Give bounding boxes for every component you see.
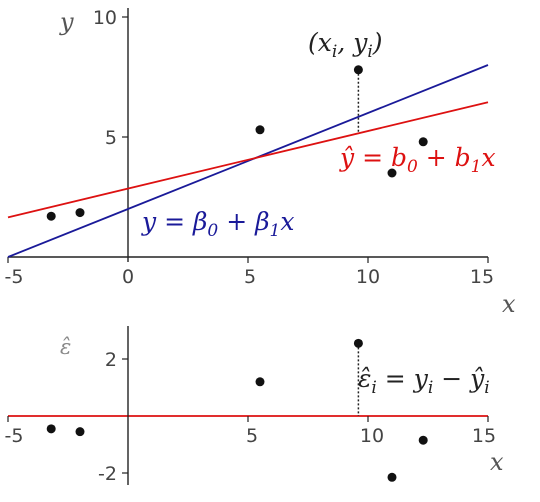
bottom-panel: -5 5 10 15 2 -2 ε̂ x ε̂i = yi − ŷi — [5, 326, 504, 485]
residual-point — [255, 377, 265, 387]
top-y-axis-label: y — [59, 8, 74, 36]
data-point — [75, 208, 85, 218]
fitted-line-label: ŷ = b0 + b1x — [339, 143, 496, 177]
data-point — [46, 211, 56, 221]
residual-point — [418, 435, 428, 445]
data-point — [387, 168, 397, 178]
top-x-tick-label: 10 — [356, 266, 380, 288]
residual-point — [75, 427, 85, 437]
population-regression-line — [7, 64, 489, 258]
data-point — [255, 125, 265, 135]
top-x-tick-label: 5 — [244, 266, 256, 288]
top-x-tick-label: 15 — [470, 266, 494, 288]
residual-point — [46, 424, 56, 434]
top-x-axis-label: x — [502, 290, 516, 318]
residual-points — [46, 338, 428, 482]
data-points — [46, 65, 428, 221]
bottom-x-tick-label: 15 — [472, 425, 496, 447]
true-line-label: y = β0 + β1x — [141, 207, 294, 241]
residual-point — [353, 338, 363, 348]
top-y-tick-label: 10 — [93, 7, 117, 29]
bottom-y-tick-label: 2 — [105, 349, 117, 371]
bottom-x-tick-label: -5 — [5, 425, 24, 447]
bottom-x-axis-label: x — [490, 448, 504, 476]
point-label: (xi, yi) — [308, 28, 383, 62]
residual-formula: ε̂i = yi − ŷi — [358, 364, 490, 398]
residual-point — [387, 472, 397, 482]
top-panel: -5 0 5 10 15 5 10 y x (xi, yi) ŷ = b0 + … — [5, 7, 516, 318]
top-y-tick-label: 5 — [105, 127, 117, 149]
top-x-tick-label: -5 — [5, 266, 24, 288]
bottom-y-tick-label: -2 — [98, 463, 117, 485]
bottom-y-axis-label: ε̂ — [60, 335, 71, 359]
data-point — [418, 137, 428, 147]
bottom-x-tick-label: 10 — [360, 425, 384, 447]
fitted-regression-line — [7, 101, 489, 219]
top-x-tick-label: 0 — [122, 266, 134, 288]
data-point — [353, 65, 363, 75]
bottom-x-tick-label: 5 — [246, 425, 258, 447]
